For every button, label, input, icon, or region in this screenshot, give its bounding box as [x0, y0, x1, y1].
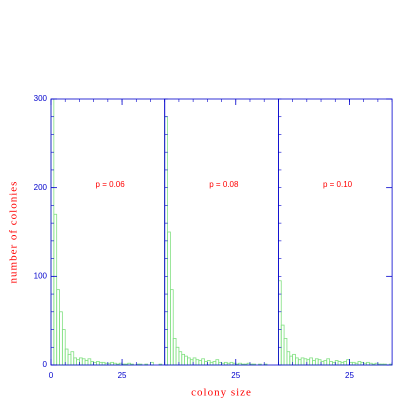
histogram-bar: [295, 357, 299, 366]
histogram-bar: [320, 361, 325, 366]
histogram-bar: [187, 357, 191, 366]
histogram-bar: [181, 353, 185, 366]
histogram-bar: [178, 351, 183, 366]
histogram-bar: [53, 213, 58, 366]
y-tick-label: 0: [43, 360, 48, 369]
x-tick-label: 25: [231, 371, 240, 380]
histogram-bar: [169, 289, 174, 366]
histogram-bar: [346, 359, 350, 366]
histogram-bar: [50, 98, 55, 366]
histogram-bar: [192, 357, 197, 366]
histogram-bar: [292, 353, 296, 366]
histogram-bar: [172, 337, 177, 366]
histogram-bar: [334, 360, 339, 366]
histogram-bar: [87, 358, 92, 366]
histogram-bar: [323, 360, 328, 366]
histogram-bar: [90, 361, 95, 366]
plot-frame: [50, 98, 166, 366]
histogram-bar: [343, 361, 348, 366]
histogram-bar: [198, 360, 203, 366]
histogram-bar: [184, 355, 188, 366]
histogram-bar: [56, 289, 60, 366]
histogram-bar: [283, 337, 288, 366]
plot-frame: [164, 98, 279, 366]
annotation: p = 0.08: [209, 180, 239, 189]
histogram-bar: [84, 360, 89, 366]
histogram-bar: [297, 359, 302, 366]
histogram-bar: [201, 358, 205, 366]
x-axis-label: colony size: [191, 387, 252, 399]
plot-frame: [277, 98, 393, 366]
histogram-bar: [70, 351, 75, 366]
histogram-bar: [79, 357, 83, 366]
histogram-bar: [212, 361, 217, 366]
histogram-bar: [175, 346, 180, 366]
histogram-bar: [76, 359, 80, 366]
x-tick-label: 0: [49, 371, 54, 380]
x-tick-label: 25: [345, 371, 354, 380]
histogram-bar: [329, 361, 333, 366]
histogram-bar: [309, 357, 313, 366]
y-axis-label: number of colonies: [8, 181, 20, 284]
histogram-bar: [67, 353, 72, 366]
histogram-bar: [337, 361, 342, 366]
histogram-bar: [167, 231, 171, 366]
histogram-bar: [64, 348, 69, 366]
histogram-bar: [215, 359, 220, 366]
y-tick-label: 300: [34, 94, 48, 103]
histogram-bar: [300, 357, 305, 366]
histogram-bar: [61, 329, 66, 366]
annotation: p = 0.06: [96, 180, 126, 189]
histogram-bar: [81, 358, 86, 366]
histogram-bar: [277, 280, 282, 366]
histogram-bar: [96, 361, 100, 366]
histogram-bar: [314, 358, 319, 366]
histogram-bar: [204, 361, 208, 366]
y-tick-label: 100: [34, 271, 48, 280]
histogram-bar: [286, 351, 291, 366]
histogram-bar: [189, 359, 194, 366]
histogram-bar: [59, 311, 63, 366]
histogram-bar: [206, 360, 211, 366]
x-tick-label: 25: [118, 371, 127, 380]
histogram-bar: [357, 361, 362, 366]
histogram-bar: [303, 358, 308, 366]
histogram-bar: [317, 359, 322, 366]
histogram-bar: [312, 360, 316, 366]
histogram-bar: [73, 357, 77, 366]
histogram-bar: [195, 359, 200, 366]
annotation: p = 0.10: [323, 180, 353, 189]
histogram-bar: [306, 359, 311, 366]
histogram-bar: [326, 358, 330, 366]
histogram-bar: [280, 324, 285, 366]
y-tick-label: 200: [34, 183, 48, 192]
histogram-bar: [289, 355, 294, 366]
